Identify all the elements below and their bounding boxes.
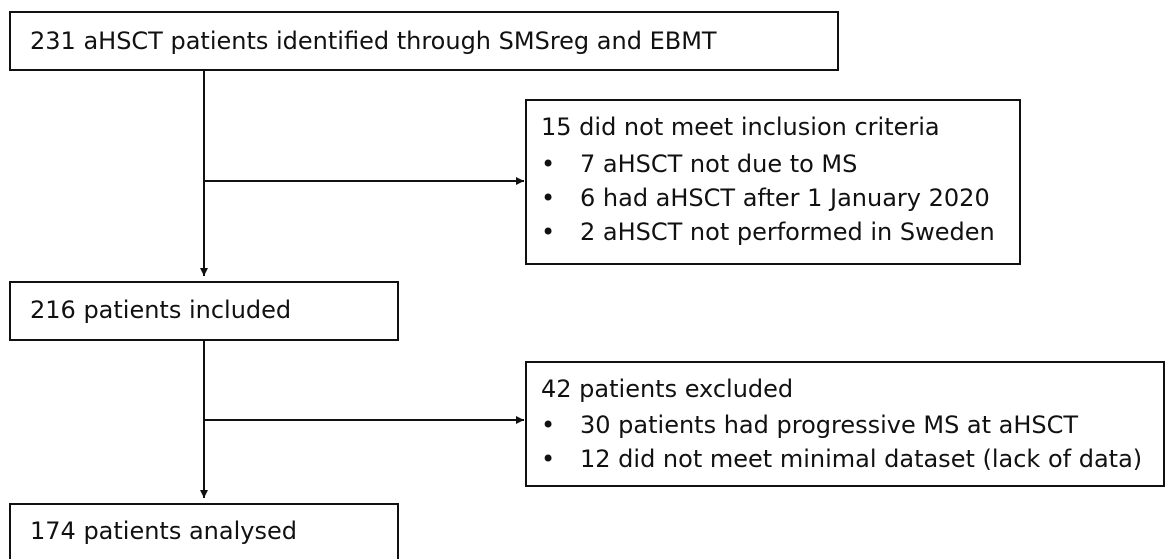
item: 7 aHSCT not due to MS <box>580 150 857 178</box>
bullet: • <box>541 150 555 178</box>
node-label: 174 patients analysed <box>30 517 297 545</box>
box <box>525 361 1165 487</box>
item: 6 had aHSCT after 1 January 2020 <box>580 184 990 212</box>
bullet: • <box>541 218 555 246</box>
box <box>9 11 839 71</box>
bullet: • <box>541 184 555 212</box>
box <box>9 281 399 341</box>
bullet: • <box>541 445 555 473</box>
box <box>525 99 1021 265</box>
node-label: 15 did not meet inclusion criteria <box>541 113 940 141</box>
item: 30 patients had progressive MS at aHSCT <box>580 411 1078 439</box>
node-label: 216 patients included <box>30 296 291 324</box>
bullet: • <box>541 411 555 439</box>
item: 12 did not meet minimal dataset (lack of… <box>580 445 1142 473</box>
node-label: 42 patients excluded <box>541 375 793 403</box>
node-label: 231 aHSCT patients identified through SM… <box>30 27 717 55</box>
item: 2 aHSCT not performed in Sweden <box>580 218 995 246</box>
box <box>9 503 399 559</box>
